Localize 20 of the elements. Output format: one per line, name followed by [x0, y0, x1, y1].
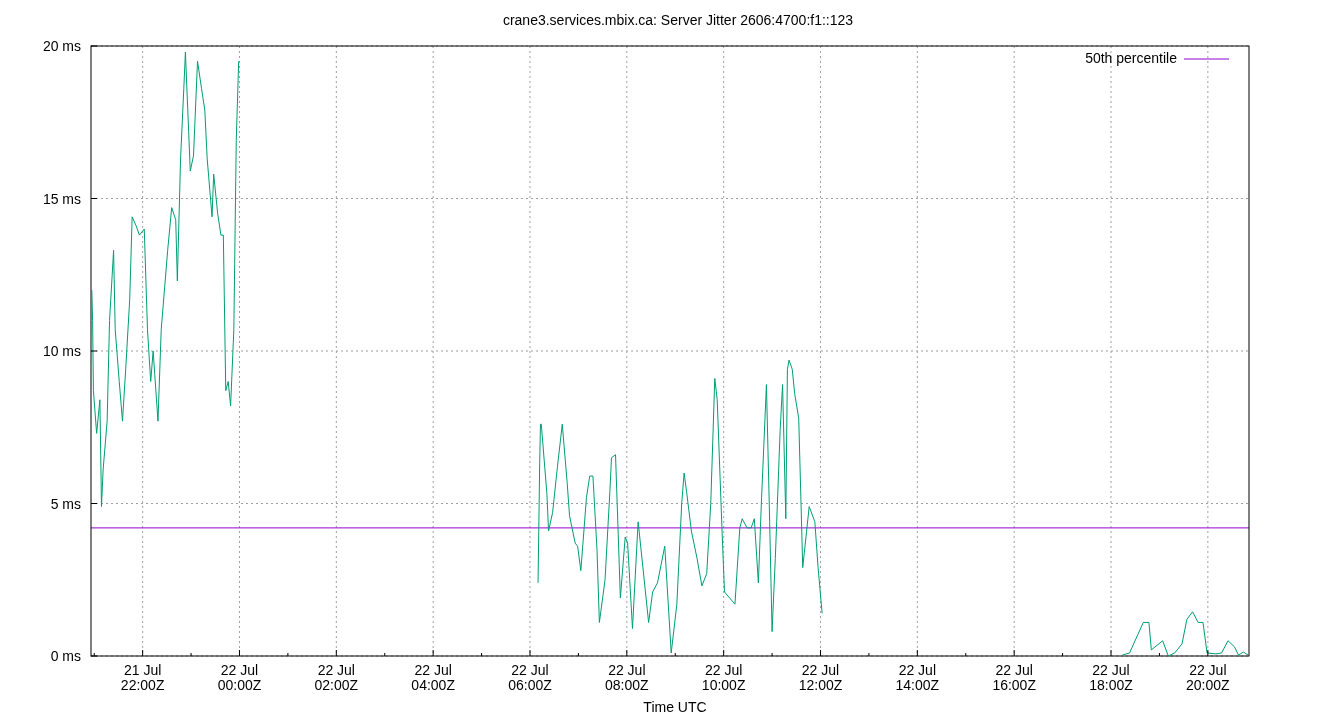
y-tick-label: 0 ms — [50, 648, 81, 664]
y-tick-label: 20 ms — [42, 38, 81, 54]
x-tick-label: 22 Jul 12:00Z — [798, 662, 843, 693]
x-tick-label: 22 Jul 04:00Z — [411, 662, 456, 693]
legend-label: 50th percentile — [1085, 50, 1178, 66]
x-tick-label: 22 Jul 00:00Z — [217, 662, 262, 693]
x-tick-label: 22 Jul 14:00Z — [895, 662, 940, 693]
x-tick-label: 22 Jul 16:00Z — [992, 662, 1037, 693]
x-tick-label: 21 Jul 22:00Z — [120, 662, 165, 693]
chart-title: crane3.services.mbix.ca: Server Jitter 2606:4700:f1::123 — [502, 12, 854, 28]
y-tick-label: 10 ms — [42, 343, 81, 359]
y-tick-label: 15 ms — [42, 190, 81, 207]
y-tick-label: 5 ms — [50, 495, 81, 512]
x-tick-label: 22 Jul 10:00Z — [701, 662, 746, 693]
x-tick-label: 22 Jul 08:00Z — [605, 662, 650, 693]
x-tick-label: 22 Jul 06:00Z — [508, 662, 553, 693]
x-axis-title: Time UTC — [643, 699, 707, 715]
x-tick-label: 22 Jul 20:00Z — [1186, 662, 1231, 693]
x-tick-label: 22 Jul 18:00Z — [1089, 662, 1134, 693]
x-tick-label: 22 Jul 02:00Z — [314, 662, 359, 693]
